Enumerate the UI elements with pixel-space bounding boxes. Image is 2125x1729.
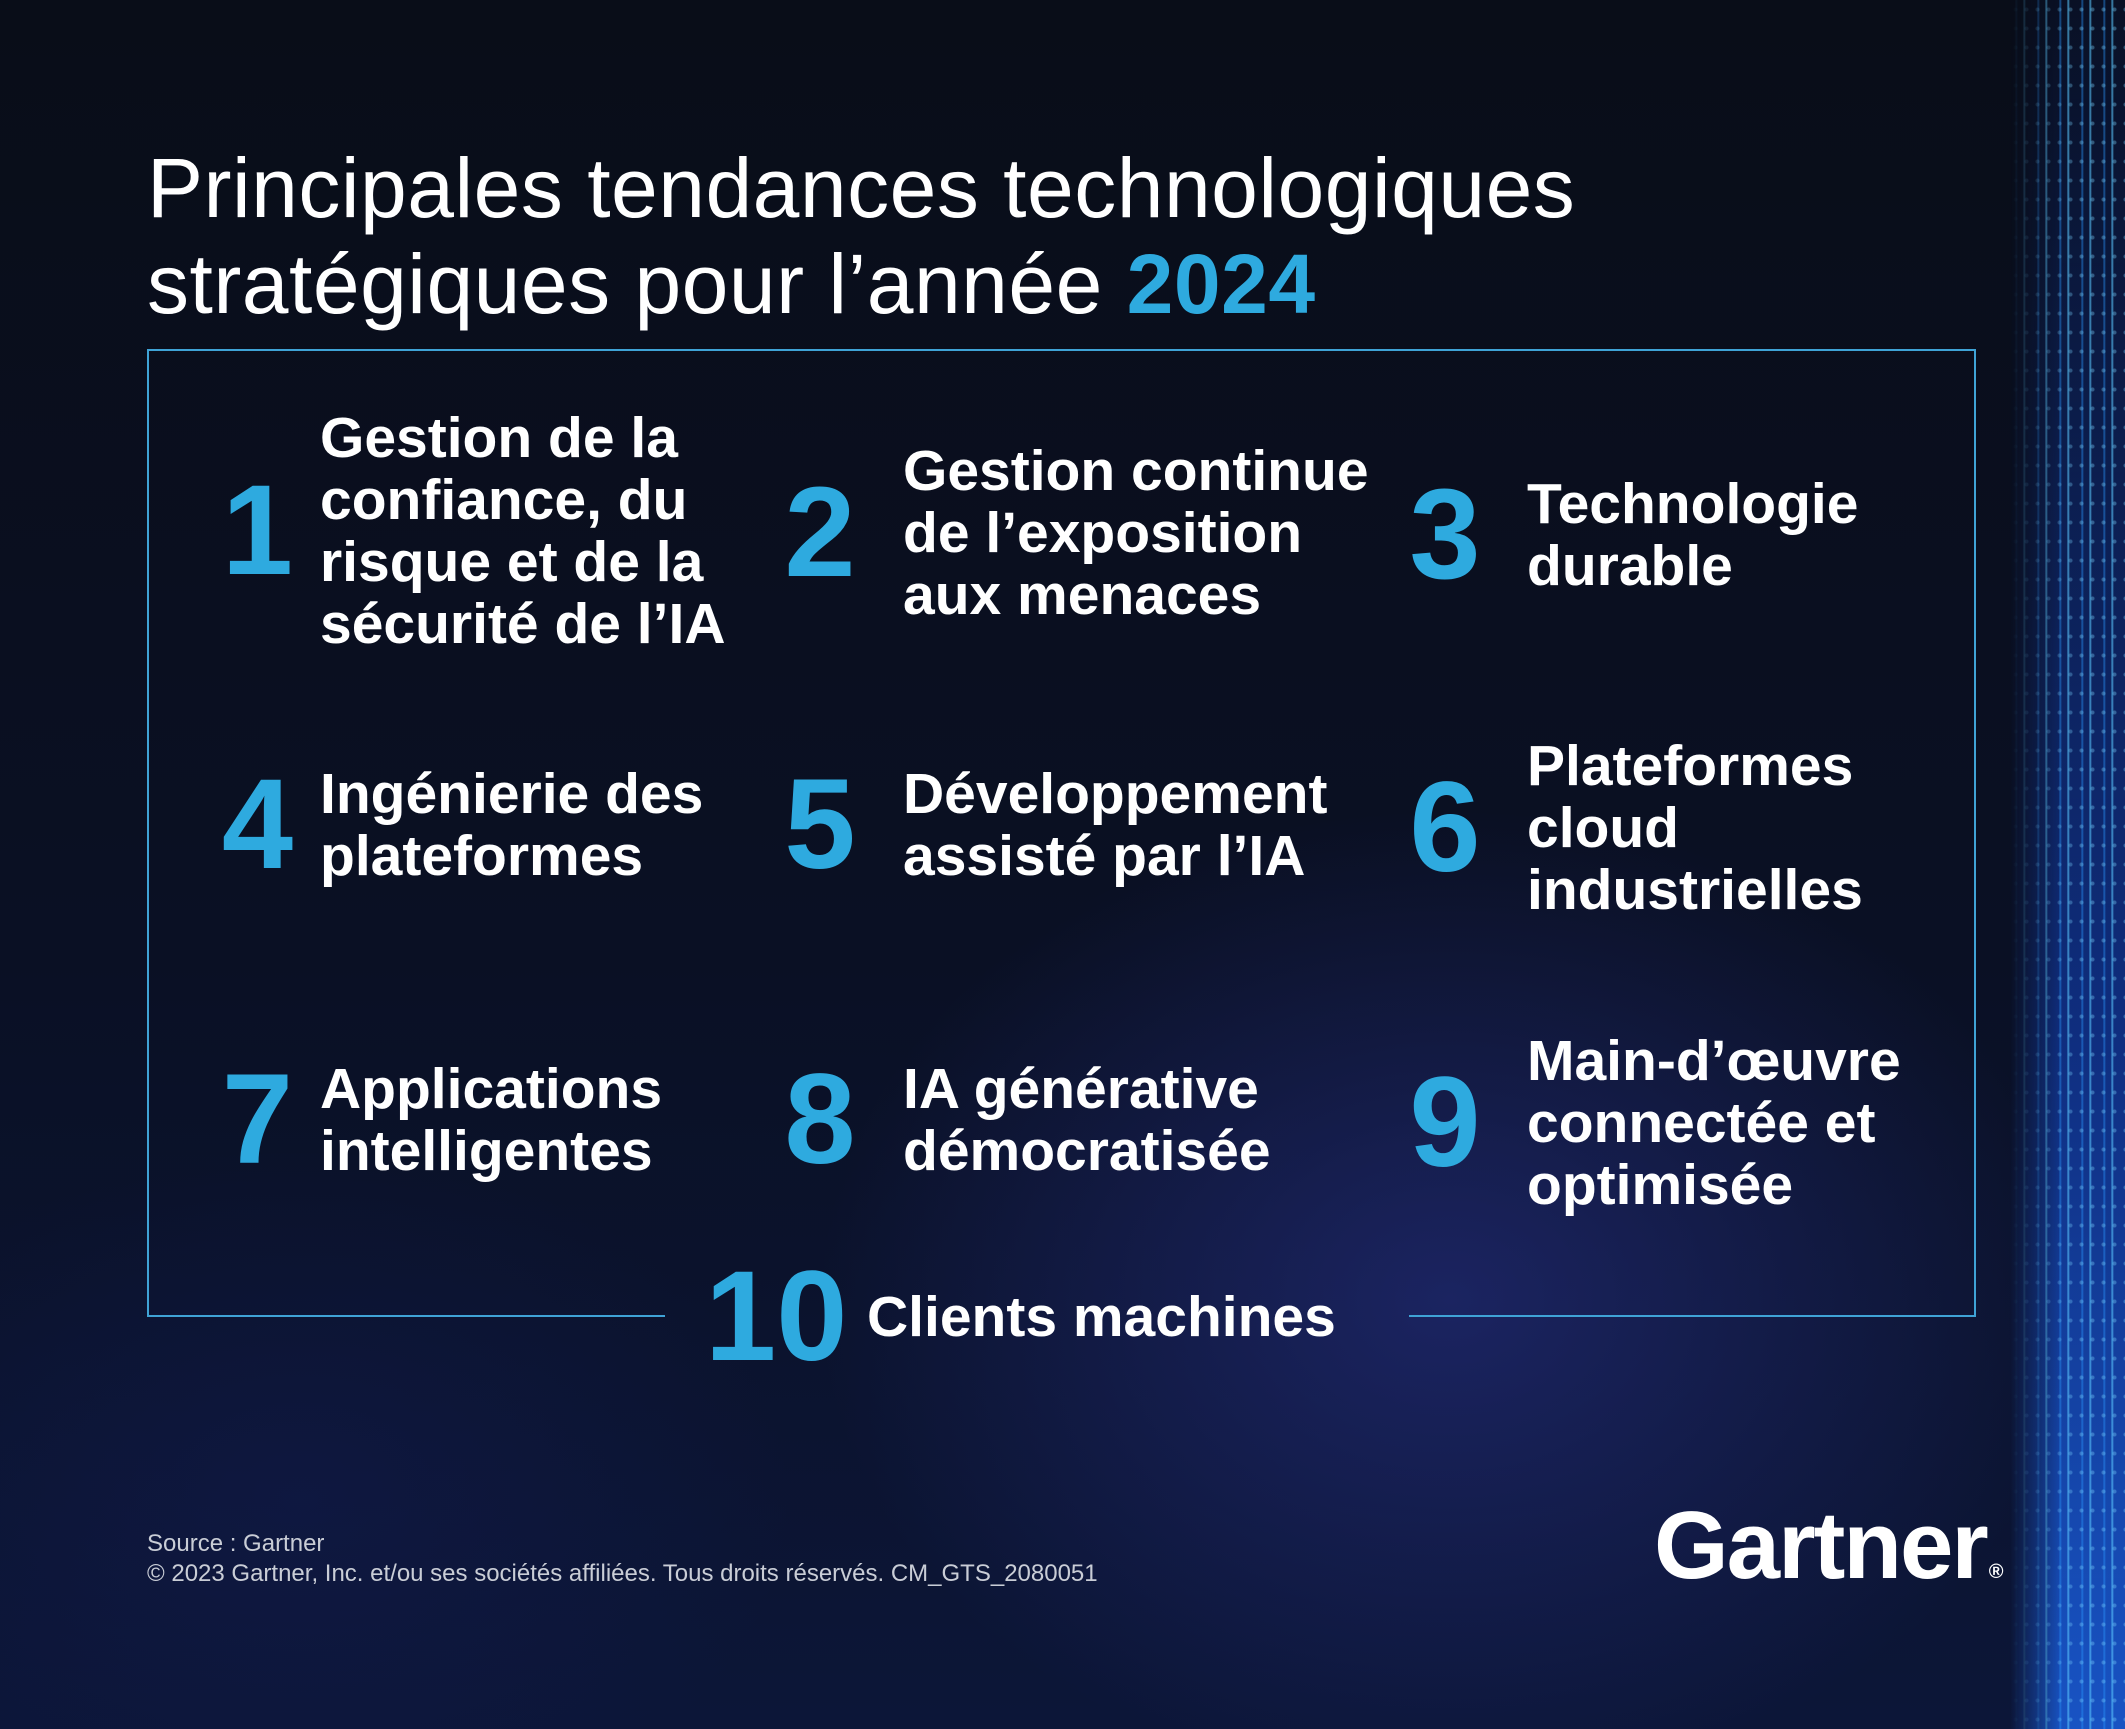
trend-number: 6	[1409, 755, 1481, 899]
trend-item-3: 3 Technologie durable	[1390, 470, 1927, 600]
copyright-text: © 2023 Gartner, Inc. et/ou ses sociétés …	[147, 1560, 1098, 1587]
trend-item-9: 9 Main-d’œuvre connectée et optimisée	[1390, 1025, 1927, 1220]
trend-label: Gestion continue de l’exposition aux men…	[903, 438, 1369, 627]
trend-item-10: 10 Clients machines	[705, 1253, 1407, 1381]
trend-item-4: 4 Ingénierie des plateformes	[195, 760, 760, 890]
registered-mark: ®	[1988, 1561, 2004, 1583]
title-year: 2024	[1126, 237, 1316, 331]
trend-number: 1	[221, 459, 294, 602]
trend-label: IA générative démocratisée	[903, 1057, 1271, 1183]
trend-number: 7	[221, 1048, 294, 1191]
trend-label: Technologie durable	[1527, 472, 1859, 598]
trend-item-1: 1 Gestion de la confiance, du risque et …	[195, 405, 760, 657]
trend-item-6: 6 Plateformes cloud industrielles	[1390, 730, 1927, 925]
logo-wordmark: Gartner	[1654, 1492, 1989, 1599]
trend-label: Plateformes cloud industrielles	[1527, 733, 1863, 922]
source-text: Source : Gartner	[147, 1530, 325, 1557]
trend-item-5: 5 Développement assisté par l’IA	[765, 760, 1403, 890]
trend-number: 9	[1409, 1050, 1481, 1194]
title-line-1: Principales tendances technologiques	[147, 141, 1576, 235]
trend-number: 8	[784, 1048, 856, 1191]
title-line-2: stratégiques pour l’année	[147, 237, 1103, 331]
trend-item-7: 7 Applications intelligentes	[195, 1055, 760, 1185]
trend-label: Clients machines	[867, 1285, 1336, 1349]
trend-item-2: 2 Gestion continue de l’exposition aux m…	[765, 435, 1403, 630]
trend-number: 2	[784, 460, 856, 604]
gartner-logo: Gartner ®	[1654, 1498, 2004, 1594]
trend-item-8: 8 IA générative démocratisée	[765, 1055, 1403, 1185]
trend-label: Ingénierie des plateformes	[320, 762, 704, 888]
page-title: Principales tendances technologiques str…	[147, 140, 1897, 332]
trend-number: 3	[1409, 463, 1481, 606]
digital-light-streaks	[2010, 0, 2125, 1729]
digital-dots-decoration	[2010, 0, 2125, 1729]
trend-number: 4	[221, 753, 294, 896]
frame-bottom-right-line	[1409, 1315, 1976, 1317]
frame-bottom-left-line	[147, 1315, 665, 1317]
trend-label: Applications intelligentes	[320, 1057, 663, 1183]
trend-label: Gestion de la confiance, du risque et de…	[320, 406, 726, 656]
trend-label: Développement assisté par l’IA	[903, 762, 1328, 888]
trends-frame	[147, 349, 1976, 1316]
trend-number: 10	[705, 1245, 848, 1388]
trend-number: 5	[784, 753, 856, 896]
trend-label: Main-d’œuvre connectée et optimisée	[1527, 1028, 1901, 1217]
